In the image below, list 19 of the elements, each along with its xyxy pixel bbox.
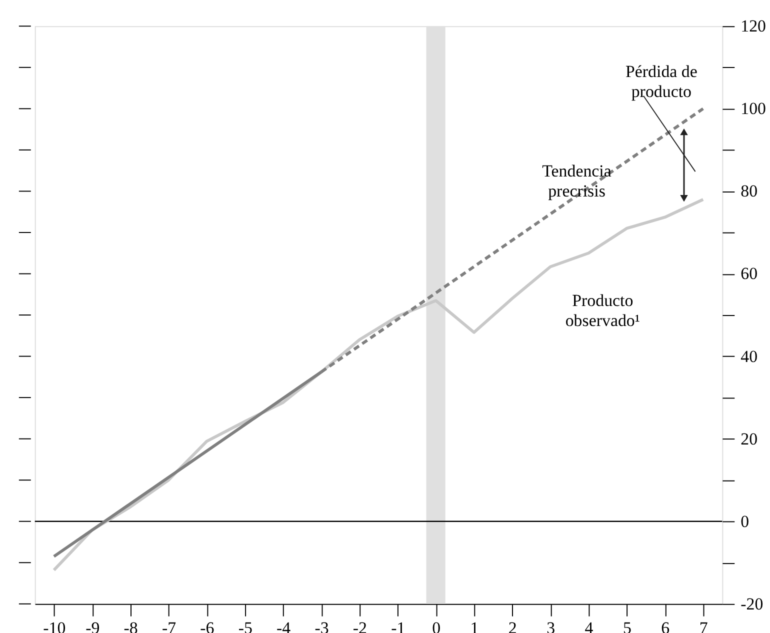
- y-tick-label: -20: [740, 594, 764, 614]
- x-tick-label: -7: [162, 618, 176, 633]
- y-tick-label: 120: [740, 16, 766, 36]
- y-tick-label: 0: [740, 512, 750, 531]
- annotation: Producto observado¹: [565, 291, 640, 330]
- x-tick-label: 2: [508, 618, 517, 633]
- annotation: Tendencia precrisis: [542, 162, 612, 200]
- annotation: Pérdida de producto: [625, 62, 698, 101]
- x-tick-label: 1: [470, 618, 479, 633]
- x-tick-label: 7: [699, 618, 708, 633]
- x-tick-label: -1: [391, 618, 406, 633]
- y-tick-label: 20: [740, 429, 758, 448]
- x-tick-label: -2: [352, 618, 367, 633]
- x-tick-label: -4: [276, 618, 292, 633]
- y-tick-label: 100: [740, 99, 766, 118]
- y-tick-label: 60: [740, 264, 758, 284]
- y-tick-label: 40: [740, 346, 758, 366]
- y-tick-label: 80: [740, 182, 758, 201]
- x-tick-label: 4: [584, 618, 594, 633]
